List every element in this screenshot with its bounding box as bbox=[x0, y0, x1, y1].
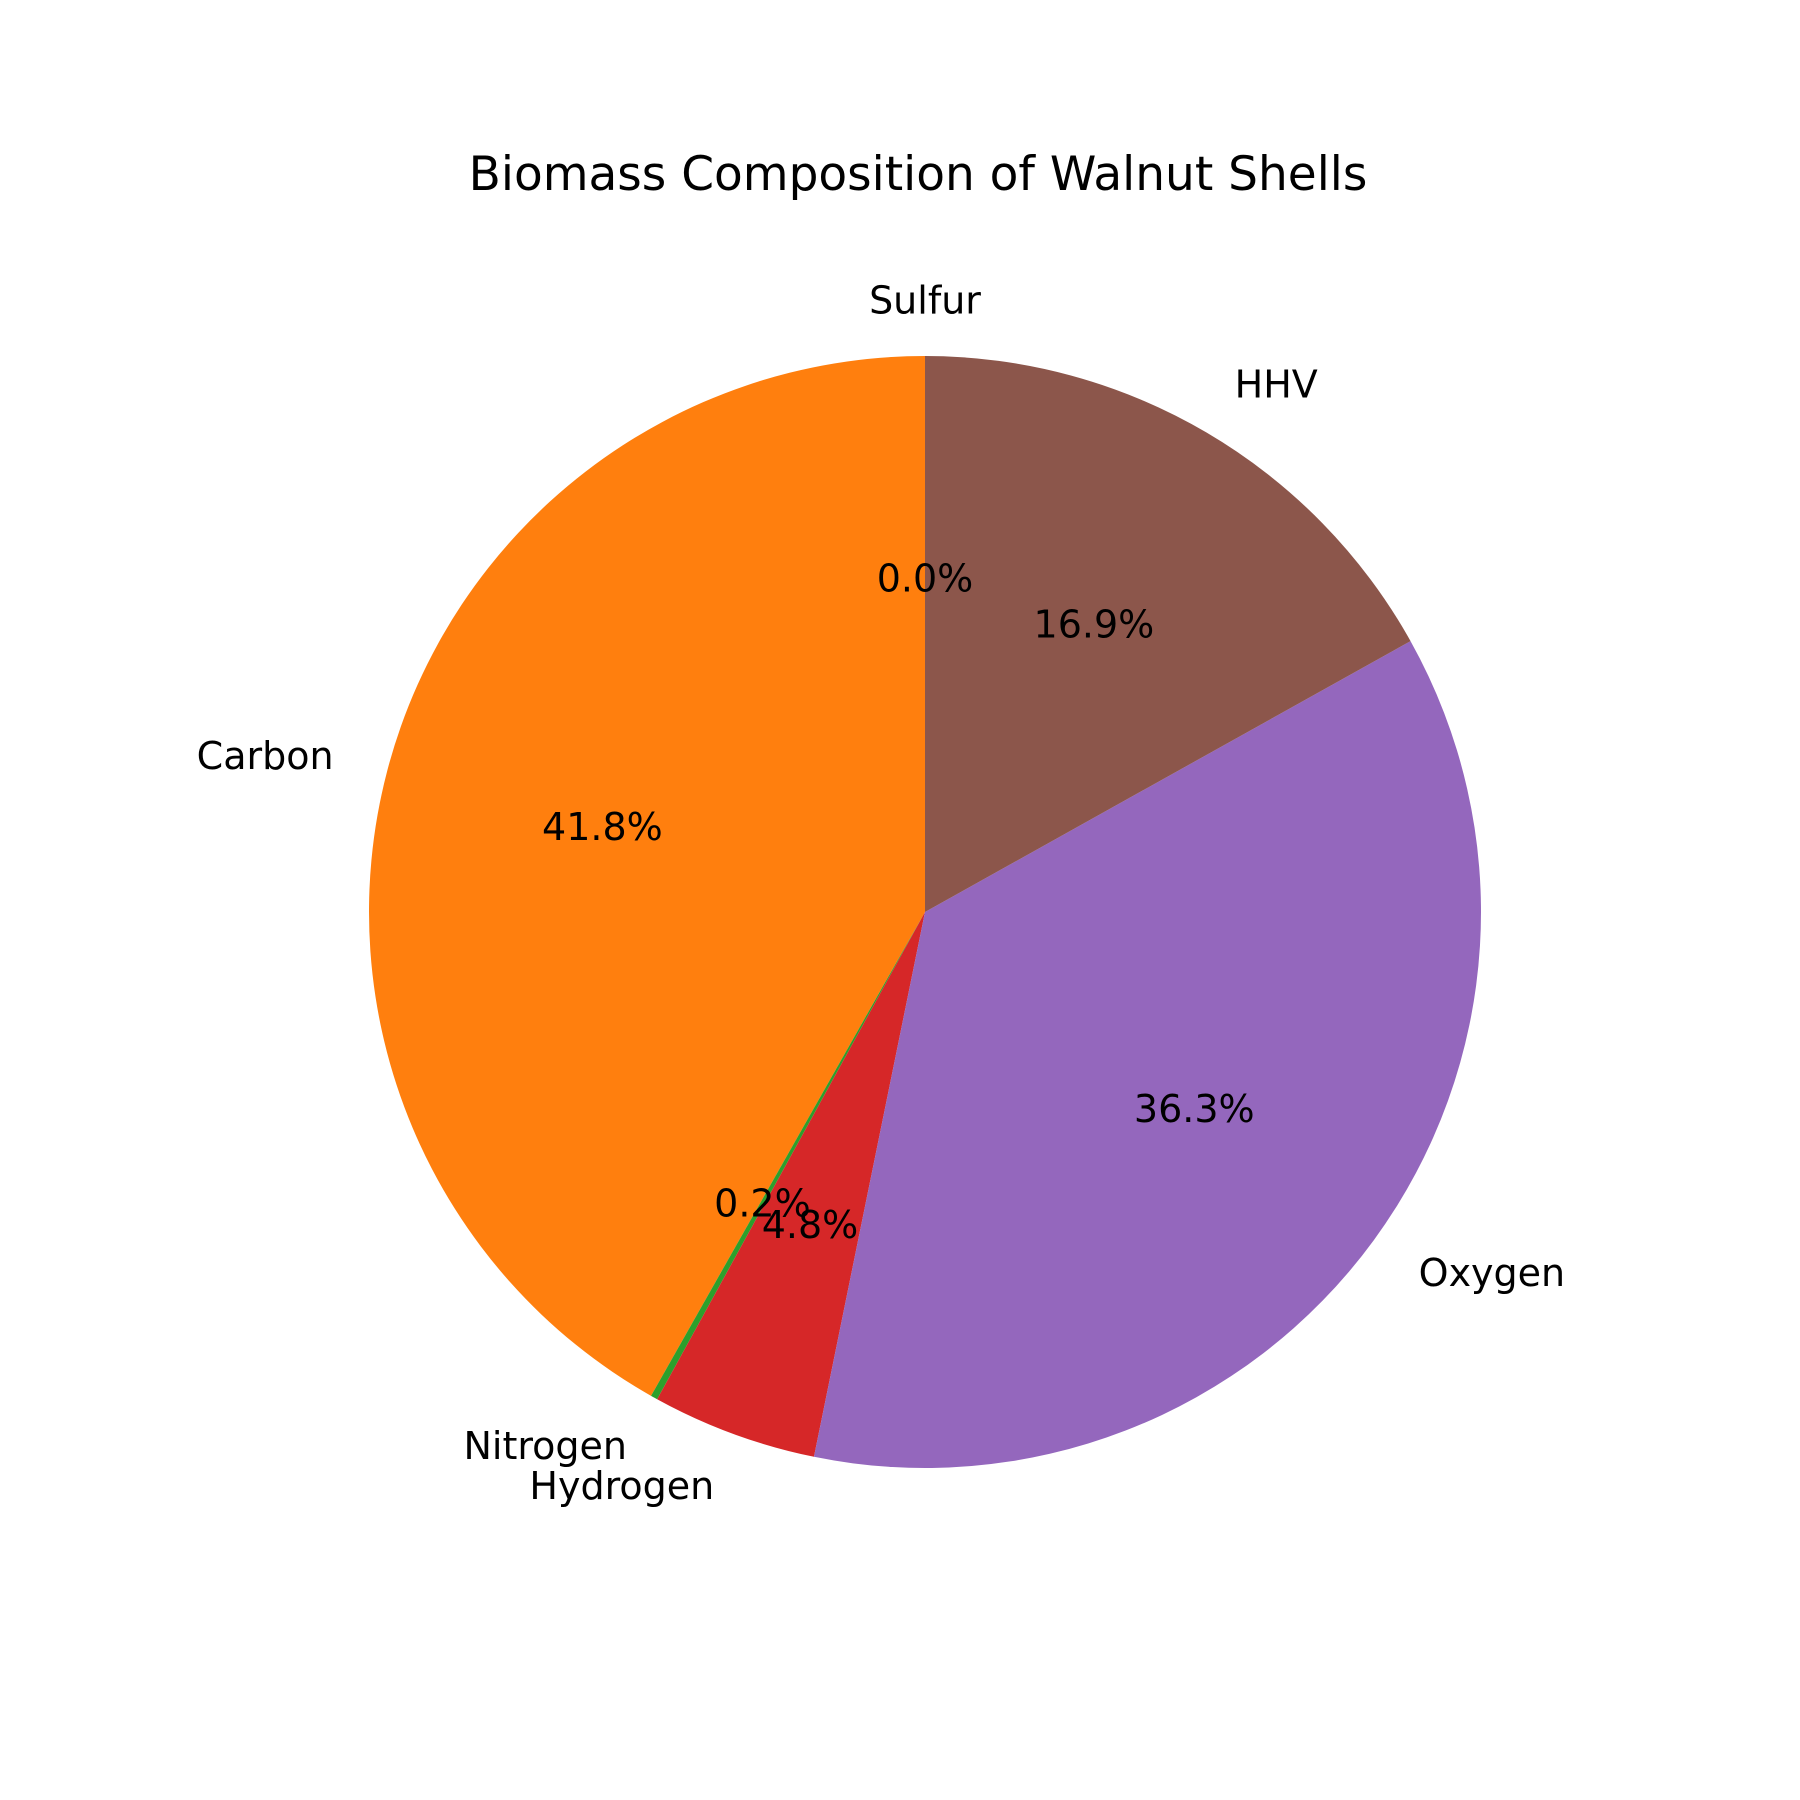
pie-percent-labels: 41.8% 0.2%4.8% 36.3% 16.9% 0.0% bbox=[542, 556, 1255, 1247]
chart-title: Biomass Composition of Walnut Shells bbox=[469, 147, 1368, 202]
pie-slice-nitrogen bbox=[651, 912, 925, 1400]
pie-slice-carbon bbox=[369, 356, 926, 1396]
percent-label-sulfur: 0.0% bbox=[877, 556, 974, 600]
percent-label-oxygen: 36.3% bbox=[1134, 1087, 1255, 1131]
percent-label-nitrogen: 0.2% bbox=[714, 1181, 811, 1225]
percent-label-hydrogen: 4.8% bbox=[762, 1203, 859, 1247]
slice-label-carbon: Carbon bbox=[197, 734, 334, 778]
slice-label-nitrogen: Nitrogen bbox=[463, 1424, 627, 1468]
pie-slice-hydrogen bbox=[657, 912, 925, 1457]
pie-slices bbox=[369, 356, 1481, 1468]
percent-label-carbon: 41.8% bbox=[542, 805, 663, 849]
pie-slice-hhv bbox=[925, 356, 1411, 912]
slice-label-hhv: HHV bbox=[1235, 363, 1318, 407]
slice-label-hydrogen: Hydrogen bbox=[529, 1464, 714, 1508]
slice-label-sulfur: Sulfur bbox=[869, 278, 981, 322]
pie-slice-oxygen bbox=[813, 641, 1481, 1468]
slice-label-oxygen: Oxygen bbox=[1419, 1251, 1565, 1295]
percent-label-hhv: 16.9% bbox=[1034, 602, 1155, 646]
